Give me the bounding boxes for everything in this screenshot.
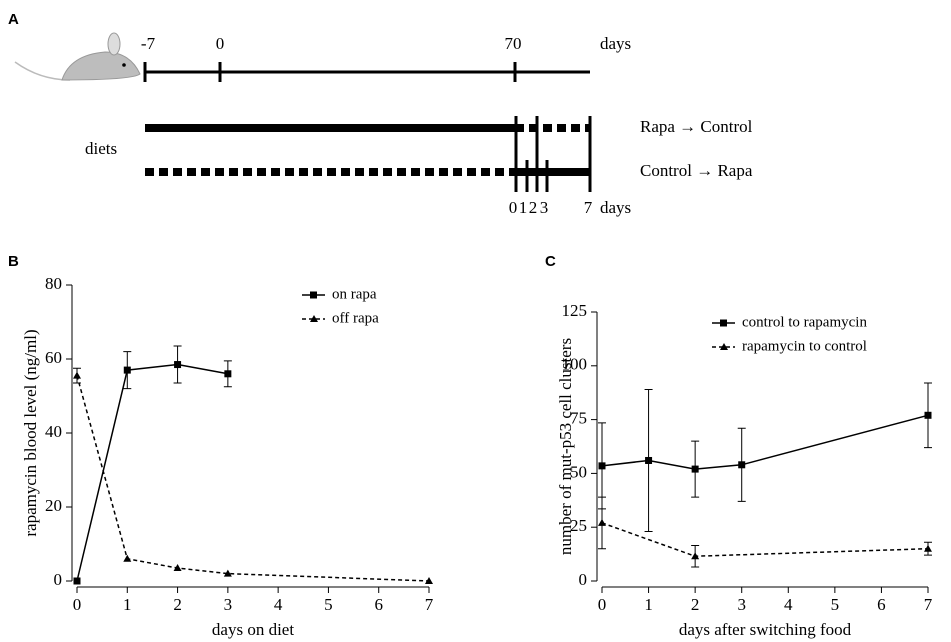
x-axis-label: days on diet — [212, 620, 294, 639]
panel-label: C — [545, 253, 556, 270]
y-tick-label: 25 — [570, 516, 587, 535]
timeline-tick-label: -7 — [141, 34, 156, 53]
mouse-icon — [14, 32, 141, 81]
legend-label: on rapa — [332, 286, 377, 302]
marker — [598, 518, 606, 526]
x-tick-label: 3 — [737, 595, 746, 614]
row-label: diets — [85, 139, 117, 158]
marker — [173, 564, 182, 572]
y-tick-label: 75 — [570, 409, 587, 428]
marker — [174, 361, 182, 369]
x-tick-label: 7 — [924, 595, 933, 614]
y-tick-label: 125 — [562, 301, 588, 320]
x-tick-label: 4 — [274, 595, 283, 614]
y-tick-label: 0 — [579, 570, 588, 589]
y-tick-label: 40 — [45, 422, 62, 441]
panel-label: B — [8, 253, 19, 270]
switch-tick-label: 7 — [584, 198, 593, 217]
timeline-tick-label: 0 — [216, 34, 225, 53]
x-tick-label: 7 — [425, 595, 434, 614]
legend-label: rapamycin to control — [742, 338, 867, 354]
y-tick-label: 50 — [570, 462, 587, 481]
legend-label: control to rapamycin — [742, 314, 867, 330]
series-line — [601, 522, 929, 558]
y-axis-label: number of mut-p53 cell clusters — [556, 338, 575, 555]
x-tick-label: 1 — [123, 595, 132, 614]
marker — [645, 456, 653, 464]
x-tick-label: 6 — [877, 595, 886, 614]
marker — [691, 465, 699, 473]
x-tick-label: 2 — [173, 595, 182, 614]
diet-label: Rapa → Control — [640, 117, 753, 136]
series-line — [76, 363, 228, 582]
legend-label: off rapa — [332, 310, 379, 326]
switch-tick-label: 3 — [540, 198, 549, 217]
marker — [223, 569, 232, 577]
marker — [123, 366, 131, 374]
x-tick-label: 0 — [73, 595, 82, 614]
x-tick-label: 5 — [831, 595, 840, 614]
legend-marker — [310, 291, 317, 299]
marker — [691, 552, 700, 560]
y-axis-label: rapamycin blood level (ng/ml) — [21, 329, 40, 536]
switch-ticks — [514, 116, 592, 192]
marker — [738, 461, 746, 469]
series-line — [76, 375, 430, 582]
x-tick-label: 2 — [691, 595, 700, 614]
x-tick-label: 3 — [224, 595, 233, 614]
x-tick-label: 5 — [324, 595, 333, 614]
switch-unit: days — [600, 198, 631, 217]
legend-marker — [720, 319, 727, 327]
y-tick-label: 60 — [45, 348, 62, 367]
y-tick-label: 20 — [45, 496, 62, 515]
marker — [924, 411, 932, 419]
marker — [924, 544, 932, 552]
legend-marker — [720, 343, 728, 350]
timeline-unit: days — [600, 34, 631, 53]
marker — [73, 577, 81, 585]
marker — [425, 577, 433, 584]
marker — [123, 554, 132, 562]
x-tick-label: 6 — [374, 595, 383, 614]
marker — [224, 370, 232, 378]
x-tick-label: 0 — [598, 595, 607, 614]
y-tick-label: 100 — [562, 355, 588, 374]
switch-tick-label: 0 — [509, 198, 518, 217]
timeline-tick-label: 70 — [505, 34, 522, 53]
y-tick-label: 0 — [54, 570, 63, 589]
diet-label: Control → Rapa — [640, 161, 753, 180]
x-axis-label: days after switching food — [679, 620, 852, 639]
legend-marker — [310, 315, 318, 322]
y-tick-label: 80 — [45, 274, 62, 293]
panel-label: A — [8, 11, 19, 28]
x-tick-label: 4 — [784, 595, 793, 614]
marker — [598, 462, 606, 470]
x-tick-label: 1 — [644, 595, 653, 614]
switch-tick-label: 2 — [529, 198, 538, 217]
switch-tick-label: 1 — [519, 198, 528, 217]
marker — [73, 371, 81, 379]
